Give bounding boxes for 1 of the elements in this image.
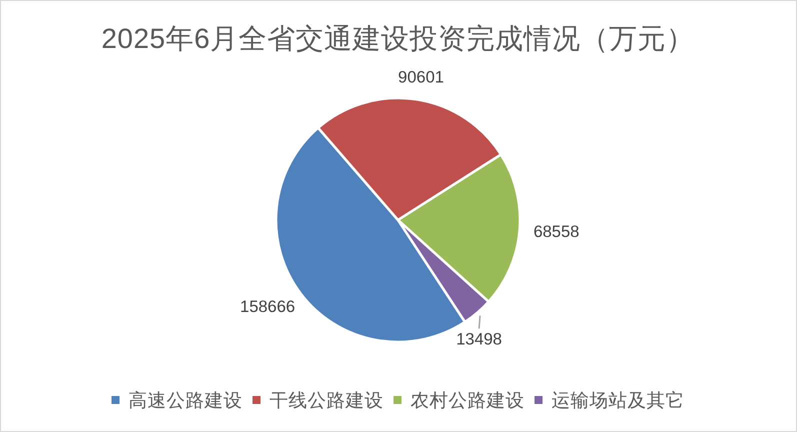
title: 2025年6月全省交通建设投资完成情况（万元） [101,23,695,54]
